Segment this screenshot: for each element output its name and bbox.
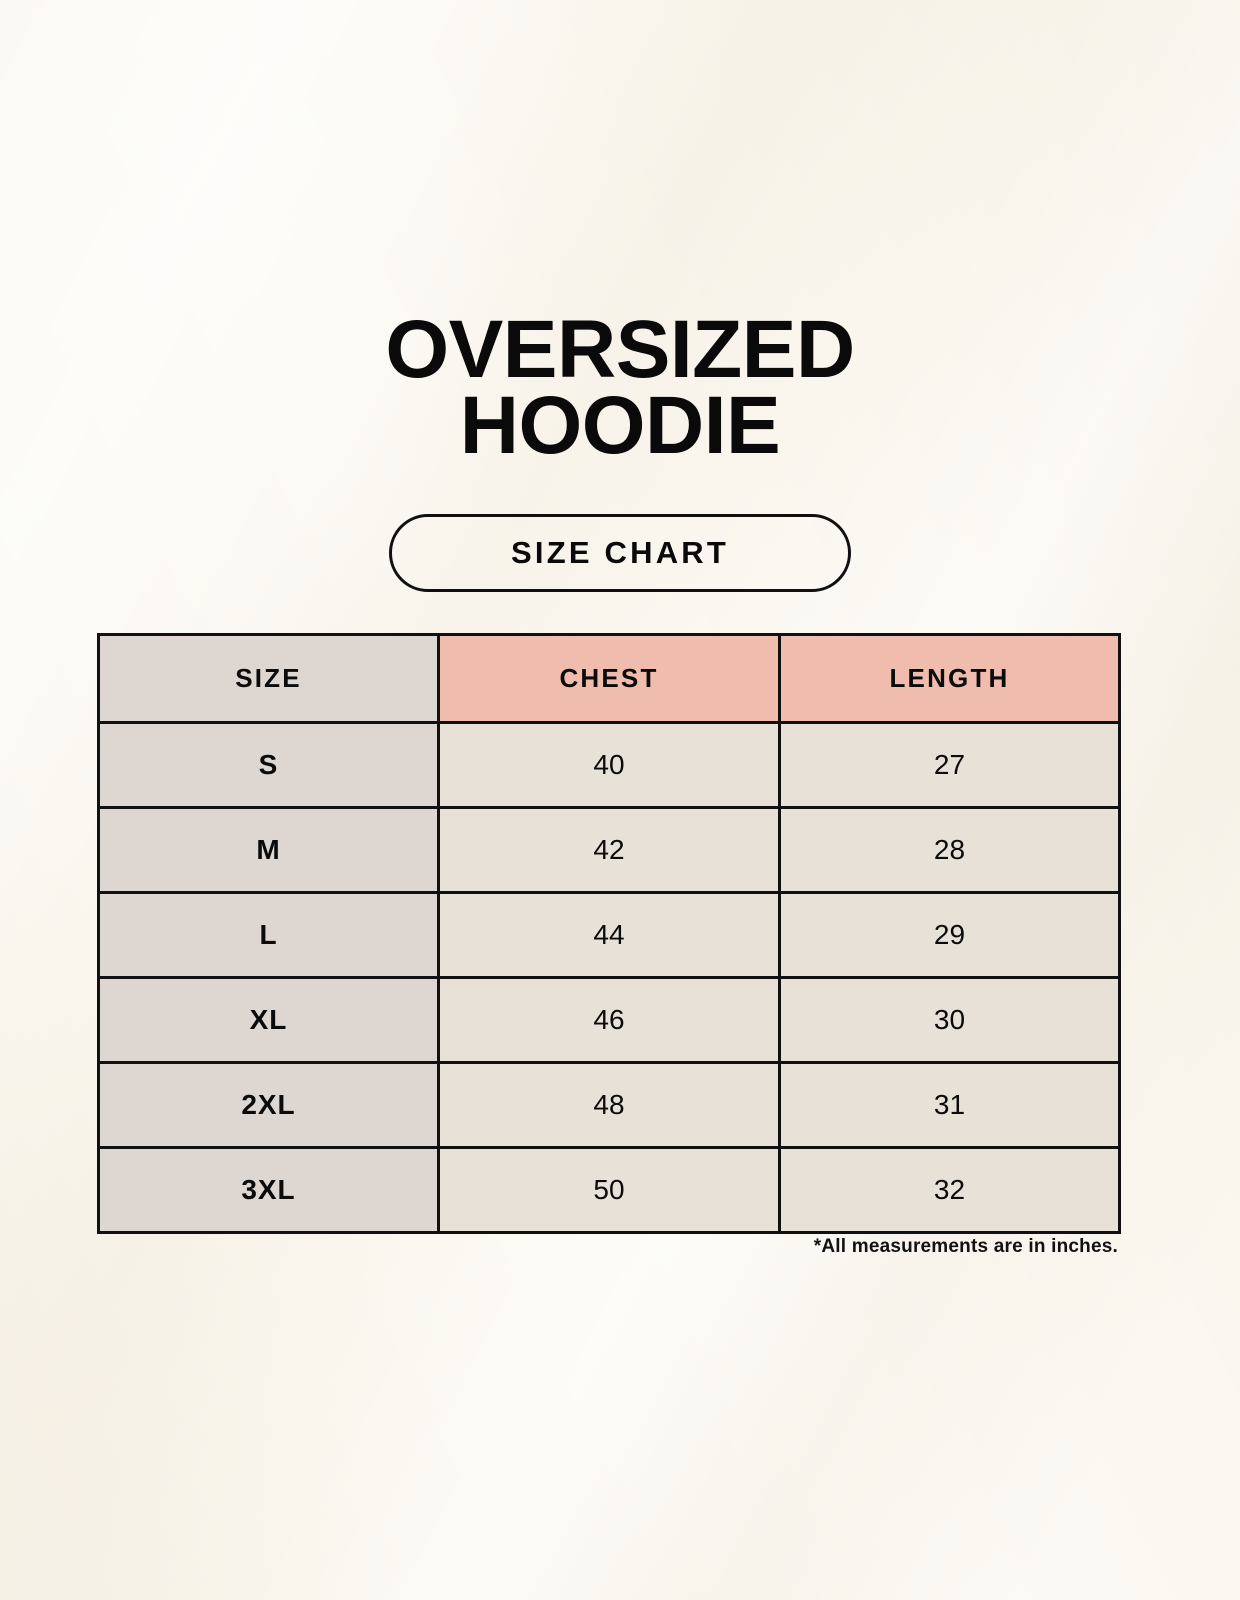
measurement-units-note: *All measurements are in inches.: [813, 1236, 1118, 1257]
cell-size: M: [97, 806, 440, 894]
cell-size: XL: [97, 976, 440, 1064]
table-row: M 42 28: [97, 806, 1121, 894]
table-row: S 40 27: [97, 721, 1121, 809]
table-row: 3XL 50 32: [97, 1146, 1121, 1234]
cell-chest: 48: [437, 1061, 781, 1149]
cell-chest: 46: [437, 976, 781, 1064]
table-header: SIZE CHEST LENGTH: [97, 633, 1121, 724]
size-table-container: SIZE CHEST LENGTH S 40 27 M 42 28 L: [97, 633, 1121, 1234]
cell-size: L: [97, 891, 440, 979]
column-header-chest: CHEST: [437, 633, 781, 724]
column-header-length: LENGTH: [778, 633, 1121, 724]
cell-length: 32: [778, 1146, 1121, 1234]
cell-size: 2XL: [97, 1061, 440, 1149]
size-chart-badge: SIZE CHART: [389, 514, 851, 592]
table-body: S 40 27 M 42 28 L 44 29 XL 46 30: [97, 721, 1121, 1234]
cell-chest: 40: [437, 721, 781, 809]
table-row: L 44 29: [97, 891, 1121, 979]
size-chart-table: SIZE CHEST LENGTH S 40 27 M 42 28 L: [97, 633, 1121, 1234]
cell-size: S: [97, 721, 440, 809]
size-chart-pill-container: SIZE CHART: [0, 514, 1240, 592]
cell-length: 27: [778, 721, 1121, 809]
page-title: OVERSIZED HOODIE: [0, 304, 1240, 471]
cell-chest: 50: [437, 1146, 781, 1234]
table-row: 2XL 48 31: [97, 1061, 1121, 1149]
title-line-2: HOODIE: [459, 380, 781, 471]
cell-chest: 44: [437, 891, 781, 979]
cell-length: 29: [778, 891, 1121, 979]
cell-length: 31: [778, 1061, 1121, 1149]
table-header-row: SIZE CHEST LENGTH: [97, 633, 1121, 724]
table-row: XL 46 30: [97, 976, 1121, 1064]
cell-chest: 42: [437, 806, 781, 894]
size-chart-badge-label: SIZE CHART: [511, 535, 729, 570]
cell-length: 28: [778, 806, 1121, 894]
title-line-1: OVERSIZED: [385, 304, 855, 395]
cell-size: 3XL: [97, 1146, 440, 1234]
column-header-size: SIZE: [97, 633, 440, 724]
cell-length: 30: [778, 976, 1121, 1064]
